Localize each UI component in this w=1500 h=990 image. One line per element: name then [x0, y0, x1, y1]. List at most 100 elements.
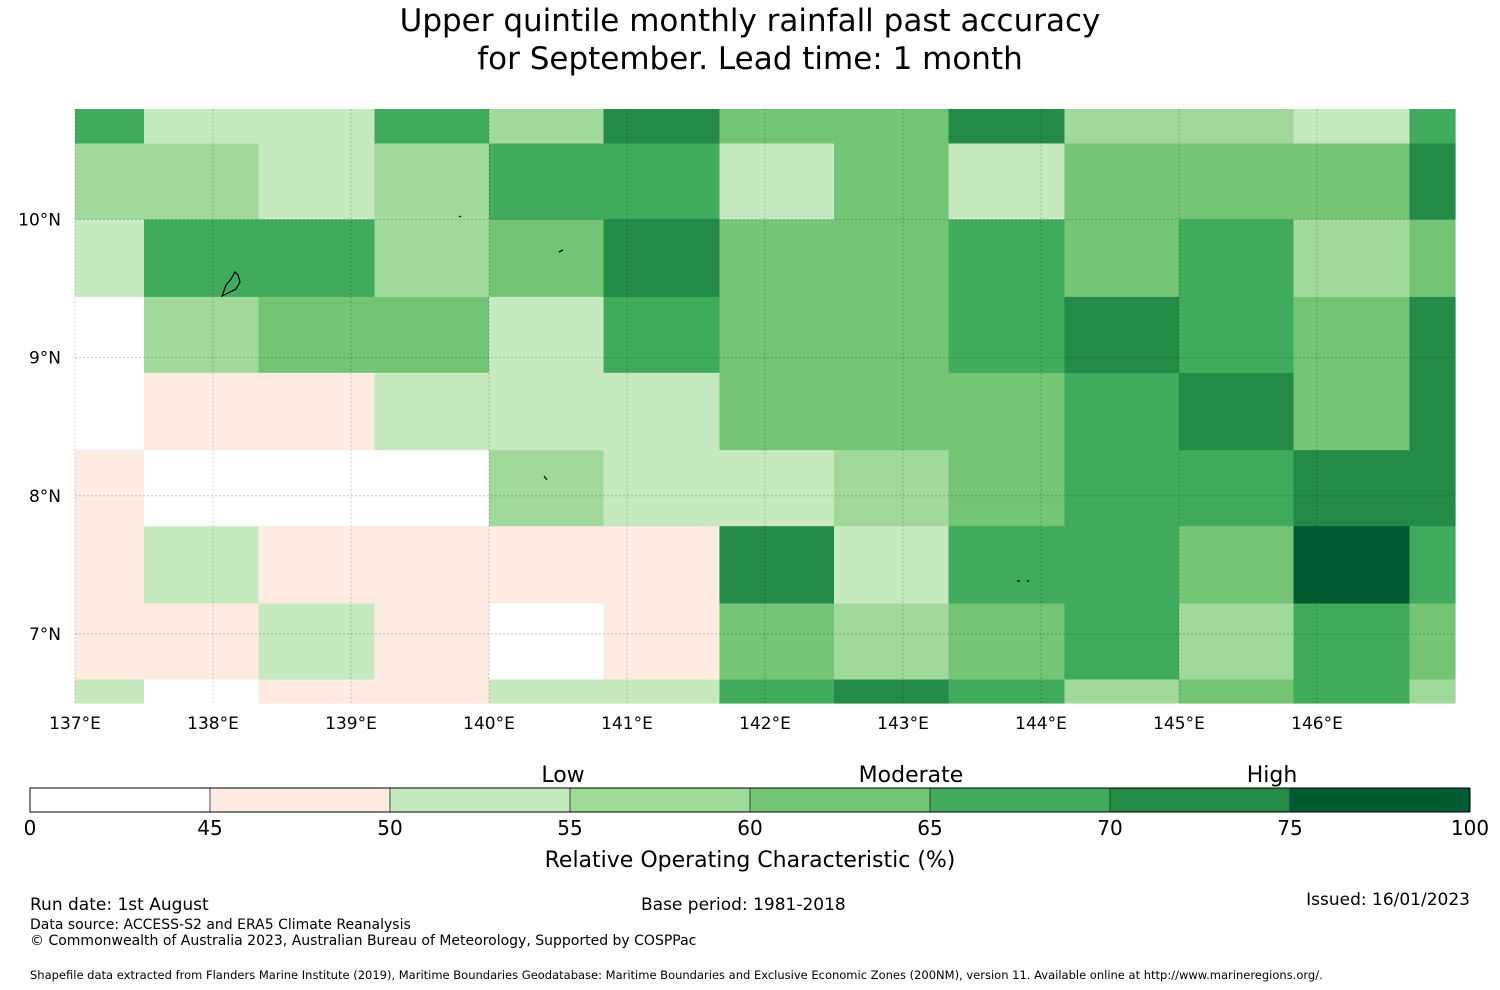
longitude-tick-label: 140°E [463, 714, 515, 734]
grid-cell [75, 143, 145, 221]
grid-cell [374, 296, 490, 374]
grid-cell [374, 450, 490, 527]
island-small-2 [558, 249, 564, 253]
chart-title: Upper quintile monthly rainfall past acc… [0, 2, 1500, 78]
colorbar-tick-label: 60 [737, 816, 762, 840]
grid-cell [75, 296, 145, 374]
grid-cell [489, 679, 605, 704]
grid-cell [603, 603, 721, 681]
grid-cell [1179, 450, 1295, 527]
grid-cell [603, 219, 721, 298]
grid-cell [258, 603, 376, 681]
grid-cell [719, 219, 835, 298]
grid-cell [258, 296, 376, 374]
longitude-tick-label: 144°E [1015, 714, 1067, 734]
grid-cell [374, 219, 490, 298]
latitude-tick-label: 7°N [29, 625, 61, 645]
grid-cell [258, 372, 376, 451]
grid-cell [948, 296, 1066, 374]
grid-cell [834, 296, 950, 374]
colorbar-segment [749, 787, 931, 813]
colorbar-tick-label: 70 [1097, 816, 1122, 840]
legend-category-low: Low [541, 763, 584, 788]
colorbar-tick-label: 45 [197, 816, 222, 840]
colorbar-outline [29, 787, 1471, 813]
grid-cell [374, 526, 490, 605]
grid-cell [144, 526, 260, 605]
grid-cell [144, 109, 260, 145]
grid-cell [719, 679, 835, 704]
colorbar-tick-label: 50 [377, 816, 402, 840]
grid-cell [258, 219, 376, 298]
grid-cell [489, 526, 605, 605]
grid-cell [948, 679, 1066, 704]
grid-cell [374, 109, 490, 145]
grid-cell [1409, 143, 1456, 221]
grid-cell [603, 679, 721, 704]
grid-cell [603, 143, 721, 221]
title-line-2: for September. Lead time: 1 month [477, 41, 1023, 77]
grid-cell [75, 372, 145, 451]
colorbar-tick-label: 100 [1451, 816, 1489, 840]
colorbar-tick-labels: 0 45 50 55 60 65 70 75 100 [24, 816, 1489, 840]
graticule [74, 109, 1455, 703]
legend-category-high: High [1247, 763, 1298, 788]
grid-cell [719, 526, 835, 605]
grid-cell [948, 372, 1066, 451]
grid-cell [144, 296, 260, 374]
legend-axis-label: Relative Operating Characteristic (%) [545, 848, 956, 873]
grid-cell [374, 679, 490, 704]
legend-category-moderate: Moderate [859, 763, 964, 788]
grid-cell [1064, 450, 1180, 527]
grid-cell [1293, 109, 1411, 145]
grid-cell [948, 450, 1066, 527]
latitude-tick-label: 9°N [29, 349, 61, 369]
shapefile-credit: Shapefile data extracted from Flanders M… [30, 968, 1323, 982]
grid-cell [1409, 603, 1456, 681]
grid-cell [144, 679, 260, 704]
grid-cell [1179, 109, 1295, 145]
grid-cell [1293, 296, 1411, 374]
island-small-1 [458, 215, 462, 218]
grid-cell [834, 219, 950, 298]
grid-cell [1293, 679, 1411, 704]
grid-cell [948, 603, 1066, 681]
grid-cell [75, 450, 145, 527]
grid-cell [489, 109, 605, 145]
grid-cell [1064, 109, 1180, 145]
colorbar-boxes [29, 787, 1471, 813]
copyright: © Commonwealth of Australia 2023, Austra… [30, 933, 697, 949]
grid-cell [489, 372, 605, 451]
grid-cell [834, 526, 950, 605]
longitude-tick-label: 137°E [49, 714, 101, 734]
grid-cell [948, 526, 1066, 605]
grid-cell [75, 526, 145, 605]
colorbar-segment [1109, 787, 1291, 813]
grid-cell [258, 109, 376, 145]
colorbar-segment [389, 787, 571, 813]
grid-cell [1064, 372, 1180, 451]
grid-cell [258, 526, 376, 605]
latitude-tick-label: 10°N [18, 211, 61, 231]
island-small-3 [543, 475, 548, 481]
longitude-tick-label: 145°E [1153, 714, 1205, 734]
grid-cell [834, 603, 950, 681]
grid-cell [1179, 143, 1295, 221]
grid-cell [1409, 450, 1456, 527]
grid-cell [144, 450, 260, 527]
grid-cell [603, 372, 721, 451]
longitude-tick-label: 141°E [601, 714, 653, 734]
issued-date: Issued: 16/01/2023 [1306, 890, 1470, 910]
data-source: Data source: ACCESS-S2 and ERA5 Climate … [30, 917, 411, 933]
grid-cell [1179, 219, 1295, 298]
grid-cell [374, 372, 490, 451]
grid-cell [1179, 603, 1295, 681]
colorbar-tick-label: 65 [917, 816, 942, 840]
colorbar-tick-label: 55 [557, 816, 582, 840]
title-line-1: Upper quintile monthly rainfall past acc… [399, 3, 1101, 39]
longitude-tick-label: 143°E [877, 714, 929, 734]
colorbar-tick-label: 75 [1277, 816, 1302, 840]
colorbar-segment [209, 787, 391, 813]
grid-cell [1409, 109, 1456, 145]
grid-cell [603, 296, 721, 374]
